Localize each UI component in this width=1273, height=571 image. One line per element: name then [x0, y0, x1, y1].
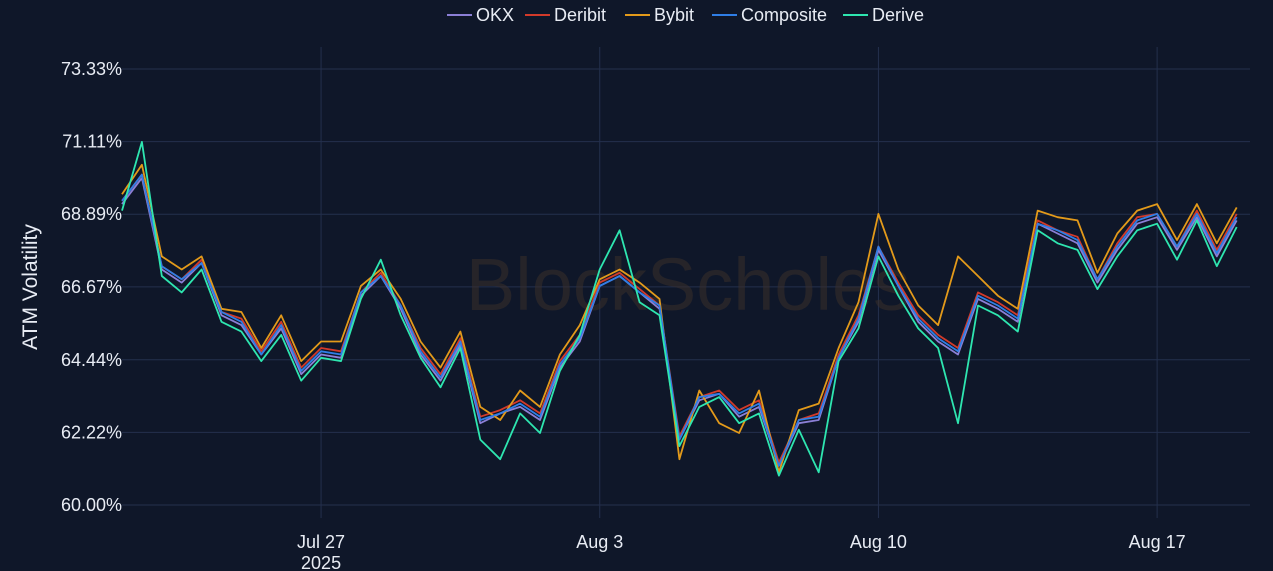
- legend[interactable]: OKX Deribit Bybit Composite Derive: [447, 5, 924, 25]
- y-tick-label: 73.33%: [61, 59, 122, 79]
- y-tick-label: 66.67%: [61, 277, 122, 297]
- legend-item-composite[interactable]: Composite: [712, 5, 827, 25]
- legend-label: Derive: [872, 5, 924, 25]
- watermark: BlockScholes: [466, 243, 910, 326]
- x-tick-label: Aug 3: [576, 532, 623, 552]
- series-lines: [121, 140, 1238, 477]
- y-tick-label: 60.00%: [61, 495, 122, 515]
- legend-item-bybit[interactable]: Bybit: [625, 5, 694, 25]
- legend-item-okx[interactable]: OKX: [447, 5, 514, 25]
- series-line-composite: [121, 173, 1238, 467]
- series-line-bybit: [121, 163, 1238, 474]
- y-tick-label: 62.22%: [61, 422, 122, 442]
- series-line-derive: [121, 140, 1238, 477]
- y-tick-label: 68.89%: [61, 204, 122, 224]
- y-axis-title: ATM Volatility: [19, 224, 42, 350]
- y-axis-ticks: 73.33% 71.11% 68.89% 66.67% 64.44% 62.22% 60.0…: [61, 59, 122, 515]
- legend-item-deribit[interactable]: Deribit: [525, 5, 606, 25]
- x-tick-sublabel: 2025: [301, 553, 341, 571]
- y-tick-label: 71.11%: [62, 132, 122, 152]
- y-tick-label: 64.44%: [61, 350, 122, 370]
- x-tick-label: Aug 17: [1129, 532, 1186, 552]
- legend-label: Bybit: [654, 5, 694, 25]
- legend-item-derive[interactable]: Derive: [843, 5, 924, 25]
- x-tick-label: Aug 10: [850, 532, 907, 552]
- legend-label: OKX: [476, 5, 514, 25]
- legend-label: Deribit: [554, 5, 606, 25]
- x-tick-label: Jul 27: [297, 532, 345, 552]
- legend-label: Composite: [741, 5, 827, 25]
